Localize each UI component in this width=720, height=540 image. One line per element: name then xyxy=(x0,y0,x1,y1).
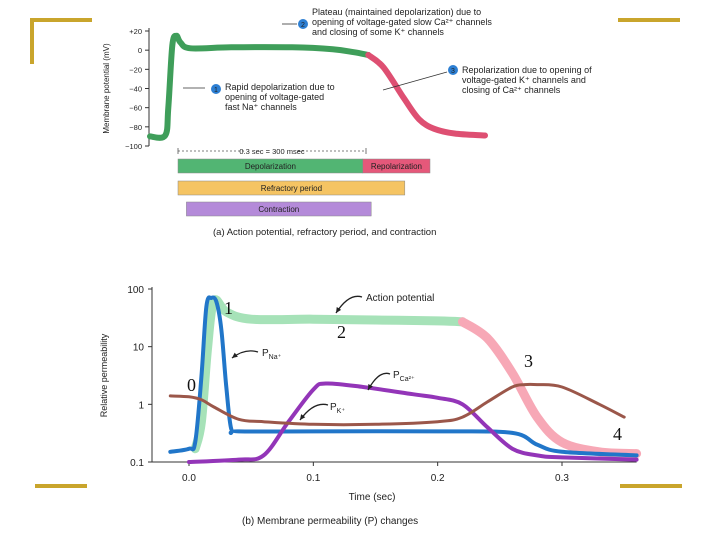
callout-2-line: opening of voltage-gated slow Ca²⁺ chann… xyxy=(312,17,492,27)
corner-bracket-bottom-left xyxy=(35,484,87,488)
y-tick-label-b: 1 xyxy=(138,400,144,411)
bar-label: Repolarization xyxy=(371,162,422,171)
step-label-2: 2 xyxy=(337,322,346,342)
callout-3-line: Repolarization due to opening of xyxy=(462,65,592,75)
label-p-na: PNa⁺ xyxy=(262,348,282,361)
bar-label: Contraction xyxy=(258,205,299,214)
series-p-na- xyxy=(168,295,639,458)
y-tick-label-a: 0 xyxy=(138,46,142,55)
step-label-3: 3 xyxy=(524,351,533,371)
callout-3-line: voltage-gated K⁺ channels and xyxy=(462,75,586,85)
callout-2-marker xyxy=(298,19,308,29)
y-tick-label-b: 100 xyxy=(127,285,144,296)
y-tick-label-a: −40 xyxy=(129,85,142,94)
bar-label: Refractory period xyxy=(261,184,322,193)
callout-3-number: 3 xyxy=(451,68,455,75)
corner-bracket-top-left xyxy=(30,18,92,22)
x-axis-label-b: Time (sec) xyxy=(349,492,396,503)
callout-1-number: 1 xyxy=(214,87,218,94)
callout-2-line: Plateau (maintained depolarization) due … xyxy=(312,7,481,17)
corner-bracket-top-right xyxy=(618,18,680,22)
series-action-potential-repolarization xyxy=(458,317,642,459)
callout-3-marker xyxy=(448,65,458,75)
callout-1-line: opening of voltage-gated xyxy=(225,92,324,102)
y-tick-label-a: −20 xyxy=(129,65,142,74)
y-axis-label-a: Membrane potential (mV) xyxy=(102,43,111,134)
duration-label: 0.3 sec = 300 msec xyxy=(239,147,304,156)
callout-1-line: fast Na⁺ channels xyxy=(225,102,297,112)
duration-label-bg xyxy=(246,147,298,156)
bar-label: Depolarization xyxy=(245,162,296,171)
label-action-potential: Action potential xyxy=(366,293,434,304)
y-axis-label-b: Relative permeability xyxy=(99,333,109,417)
callout-2-line: and closing of some K⁺ channels xyxy=(312,27,444,37)
y-tick-label-a: −60 xyxy=(129,104,142,113)
callout-1-marker xyxy=(211,84,221,94)
arrow-p-na-head xyxy=(232,352,238,358)
series-p-ca2- xyxy=(187,381,639,464)
series-p-k- xyxy=(168,382,626,427)
step-label-4: 4 xyxy=(613,424,622,444)
label-p-ca: PCa²⁺ xyxy=(393,370,415,383)
x-tick-label-b: 0.0 xyxy=(182,473,196,484)
y-tick-label-b: 0.1 xyxy=(130,458,144,469)
callout-1-line: Rapid depolarization due to xyxy=(225,82,335,92)
arrow-action-potential-head xyxy=(336,307,342,313)
x-tick-label-b: 0.2 xyxy=(431,473,445,484)
bar-contraction xyxy=(186,201,372,217)
ap-repolarization-line xyxy=(365,52,488,139)
y-tick-label-a: −80 xyxy=(129,123,142,132)
bar-refractory-period xyxy=(177,180,406,196)
action-potential-chart: +20 0 −20 −40 −60 −80 −100 Membrane potential (… xyxy=(102,7,592,238)
corner-bracket-top-left xyxy=(30,18,34,64)
x-tick-label-b: 0.1 xyxy=(306,473,320,484)
ap-depolarization-line xyxy=(147,32,372,141)
label-p-k: PK⁺ xyxy=(330,402,345,415)
chart-a-title: (a) Action potential, refractory period,… xyxy=(213,227,436,238)
step-labels: 0 1 2 3 4 xyxy=(187,298,622,444)
arrow-p-k-head xyxy=(300,414,306,420)
y-tick-label-a: +20 xyxy=(129,27,142,36)
series-action-potential-plateau xyxy=(190,295,467,454)
bar-repolarization xyxy=(362,158,431,174)
step-label-1: 1 xyxy=(224,298,233,318)
callout-2-number: 2 xyxy=(301,22,305,29)
x-tick-label-b: 0.3 xyxy=(555,473,569,484)
arrow-p-ca-head xyxy=(368,384,373,390)
chart-b-title: (b) Membrane permeability (P) changes xyxy=(242,516,418,527)
callout-3-line: closing of Ca²⁺ channels xyxy=(462,85,561,95)
corner-bracket-bottom-right xyxy=(620,484,682,488)
step-label-0: 0 xyxy=(187,375,196,395)
callout-3-leader xyxy=(382,71,448,91)
y-tick-label-b: 10 xyxy=(133,343,145,354)
y-tick-label-a: −100 xyxy=(125,142,142,151)
